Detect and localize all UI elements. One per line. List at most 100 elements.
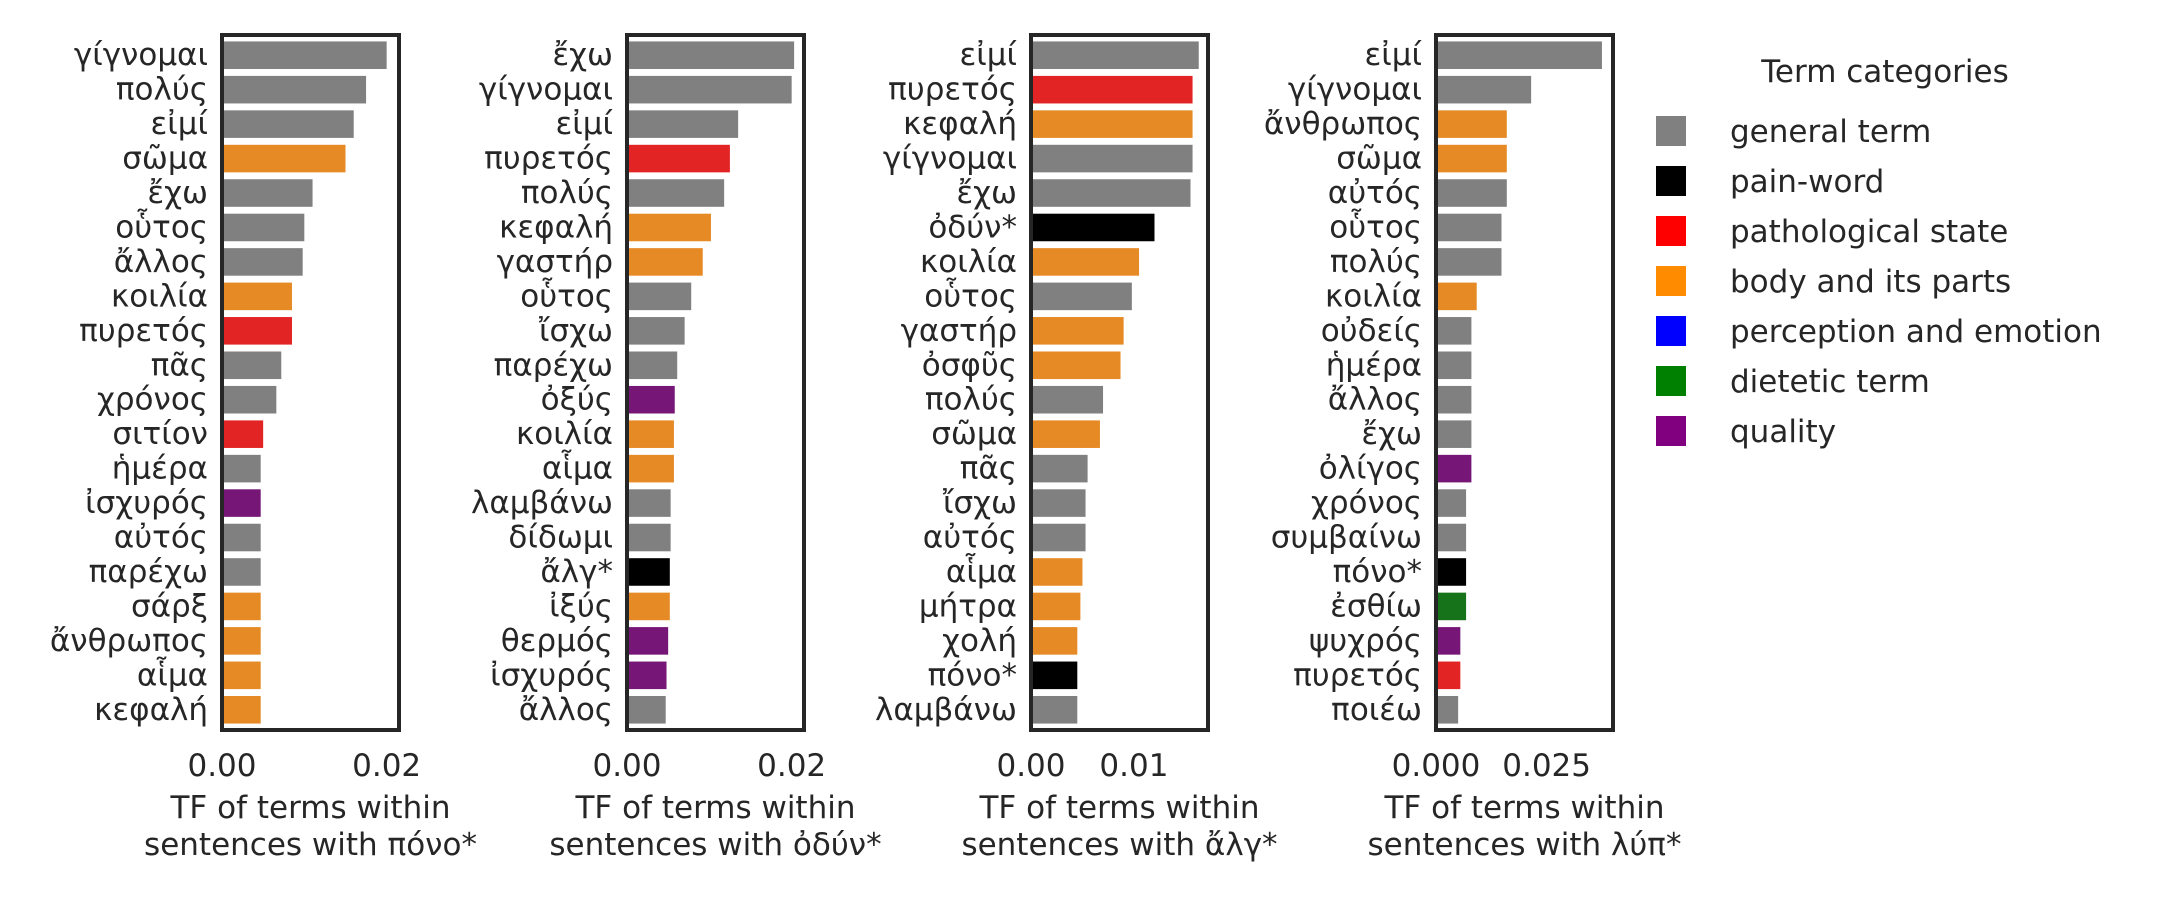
bar-4-10 [1436,351,1472,380]
bar-2-18 [627,627,669,655]
category-label: αἷμα [946,554,1017,590]
x-axis-label: TF of terms within [1383,790,1664,826]
category-label: ἄλλος [1328,382,1422,418]
bar-3-8 [1031,282,1132,311]
bar-2-6 [627,213,711,242]
bar-2-13 [627,454,674,483]
category-label: παρέχω [494,347,613,383]
category-label: λαμβάνω [471,485,613,521]
bar-3-7 [1031,248,1140,276]
bar-3-19 [1031,661,1078,690]
bar-2-16 [627,558,670,586]
legend-swatch-perception [1656,316,1686,346]
bar-1-8 [222,282,292,311]
category-label: αἷμα [137,657,208,693]
bar-1-17 [222,592,261,621]
category-label: γαστήρ [901,313,1017,349]
category-label: πολύς [116,72,208,108]
category-label: ἰξύς [549,588,613,624]
bar-3-4 [1031,144,1193,173]
bar-1-16 [222,558,261,586]
bar-4-9 [1436,317,1472,345]
legend-label: quality [1730,414,1836,450]
category-label: σῶμα [1336,141,1422,177]
chart-panels: γίγνομαιπολύςεἰμίσῶμαἔχωοὗτοςἄλλοςκοιλία… [50,33,1681,863]
x-tick-label: 0.00 [187,748,256,784]
category-label: εἰμί [1365,37,1423,73]
bar-4-7 [1436,248,1502,276]
legend-label: general term [1730,114,1931,150]
category-label: χρόνος [97,382,208,418]
bar-2-15 [627,523,671,552]
bar-1-10 [222,351,282,380]
category-label: ἔχω [956,175,1017,211]
bar-1-2 [222,75,367,104]
bar-4-19 [1436,661,1461,690]
category-label: κοιλία [1325,278,1422,314]
category-label: γαστήρ [497,244,613,280]
bar-4-17 [1436,592,1467,621]
x-tick-label: 0.000 [1392,748,1481,784]
category-label: χολή [942,623,1017,659]
legend-swatch-pain [1656,166,1686,196]
plot-frame [220,33,401,732]
bar-2-3 [627,110,739,138]
category-label: ὀσφῦς [922,347,1017,383]
bar-4-6 [1436,213,1502,242]
bar-3-20 [1031,695,1078,724]
bar-3-14 [1031,489,1086,517]
bar-4-4 [1436,144,1507,173]
bar-4-14 [1436,489,1467,517]
bar-4-5 [1436,179,1507,207]
legend-swatch-quality [1656,416,1686,446]
bar-4-18 [1436,627,1461,655]
x-tick-label: 0.00 [996,748,1065,784]
category-label: πᾶς [960,451,1017,487]
category-label: οὗτος [115,208,208,245]
category-label: λαμβάνω [875,692,1017,728]
chart-panel-1: γίγνομαιπολύςεἰμίσῶμαἔχωοὗτοςἄλλοςκοιλία… [50,33,477,863]
category-label: παρέχω [89,554,208,590]
bar-3-9 [1031,317,1124,345]
category-label: εἰμί [151,106,209,142]
bar-3-3 [1031,110,1193,138]
x-tick-label: 0.025 [1502,748,1591,784]
bar-3-16 [1031,558,1083,586]
category-label: ἄλλος [519,692,613,728]
bar-3-5 [1031,179,1191,207]
plot-frame [625,33,806,732]
bar-3-10 [1031,351,1121,380]
category-label: ἔχω [552,37,613,73]
category-label: εἰμί [556,106,614,142]
bar-2-20 [627,695,666,724]
category-label: ὀλίγος [1319,451,1422,487]
x-axis-label: sentences with ἄλγ* [961,827,1277,863]
bar-1-1 [222,41,387,70]
bar-1-6 [222,213,305,242]
category-label: ἰσχυρός [490,657,613,693]
category-label: ἄνθρωπος [50,623,208,659]
bar-3-15 [1031,523,1086,552]
bar-1-18 [222,627,261,655]
bar-4-16 [1436,558,1467,586]
category-label: σῶμα [931,416,1017,452]
bar-1-19 [222,661,261,690]
category-label: ἄνθρωπος [1264,106,1422,142]
bar-2-14 [627,489,671,517]
bar-1-15 [222,523,261,552]
bar-3-13 [1031,454,1088,483]
legend-label: body and its parts [1730,264,2011,300]
bar-3-1 [1031,41,1199,70]
bar-3-2 [1031,75,1193,104]
bar-4-12 [1436,420,1472,448]
category-label: πυρετός [1293,657,1422,693]
legend-label: pain-word [1730,164,1884,200]
category-label: πυρετός [888,72,1017,108]
bar-2-17 [627,592,670,621]
bar-1-11 [222,385,277,414]
category-label: πολύς [521,175,613,211]
x-axis-label: TF of terms within [978,790,1259,826]
category-label: κοιλία [920,244,1017,280]
x-tick-label: 0.02 [352,748,421,784]
